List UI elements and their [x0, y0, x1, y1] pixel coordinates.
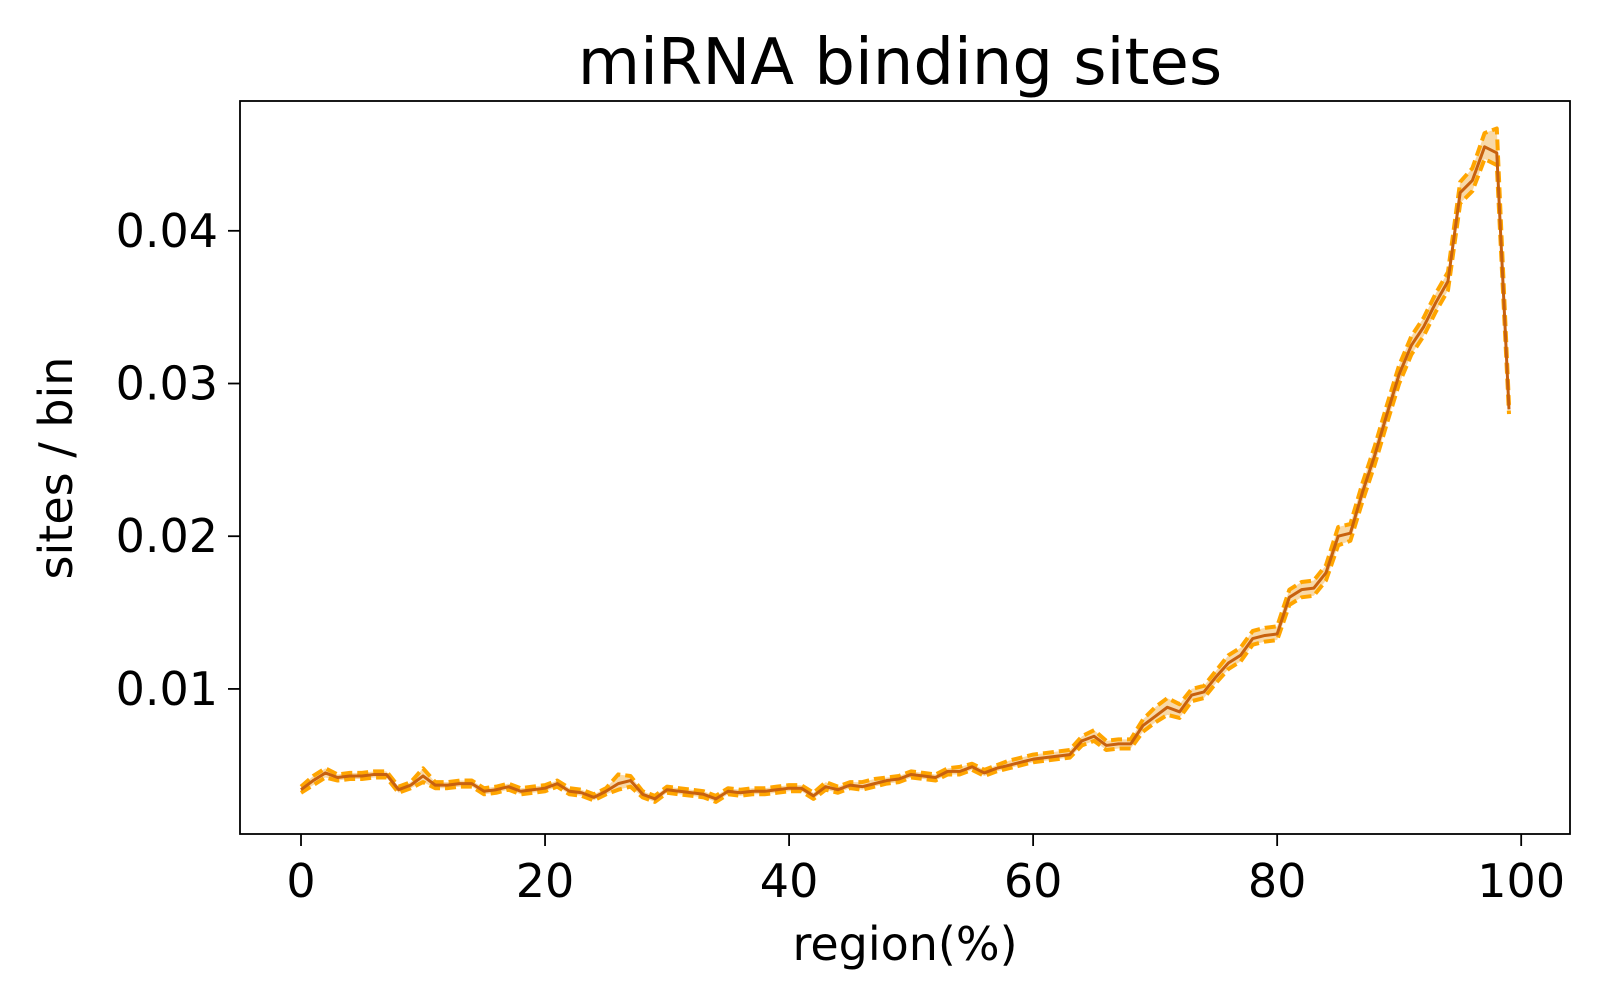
- y-tick-label: 0.01: [116, 662, 218, 716]
- band-lower-line: [299, 157, 1511, 804]
- series-line: [300, 145, 1511, 801]
- x-axis: 0 20 40 60 80 100: [286, 834, 1565, 908]
- x-tick-label: 80: [1248, 854, 1307, 908]
- plot-area: [299, 126, 1511, 804]
- axes-frame: [239, 100, 1571, 835]
- x-tick-label: 40: [760, 854, 819, 908]
- x-tick-label: 100: [1477, 854, 1565, 908]
- confidence-band: [301, 128, 1509, 802]
- x-tick-label: 20: [516, 854, 575, 908]
- y-tick-label: 0.04: [116, 204, 218, 258]
- x-axis-label: region(%): [792, 917, 1017, 971]
- band-upper-line: [299, 126, 1511, 798]
- y-tick-label: 0.03: [116, 357, 218, 411]
- y-tick-label: 0.02: [116, 509, 218, 563]
- y-axis-label: sites / bin: [29, 357, 83, 580]
- chart-title: miRNA binding sites: [578, 26, 1222, 100]
- x-tick-label: 0: [286, 854, 315, 908]
- y-axis: 0.01 0.02 0.03 0.04: [116, 204, 240, 716]
- x-tick-label: 60: [1004, 854, 1063, 908]
